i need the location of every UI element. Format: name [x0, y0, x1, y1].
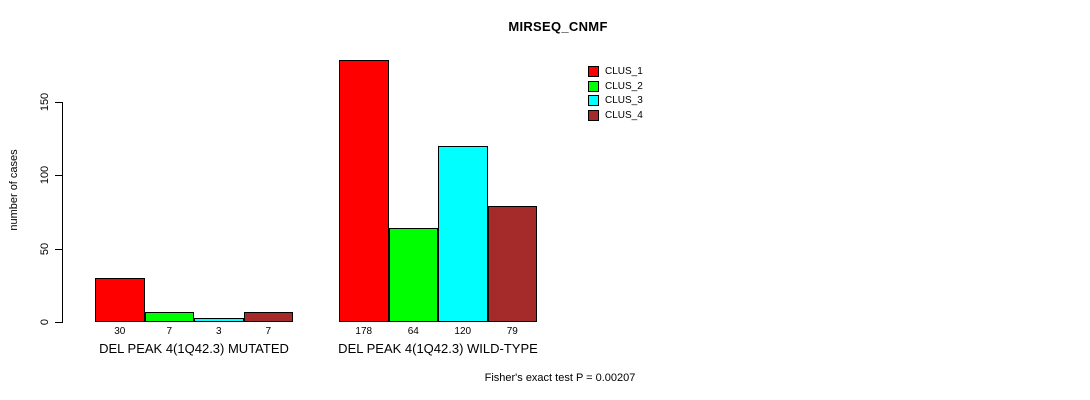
- category-label-group2: DEL PEAK 4(1Q42.3) WILD-TYPE: [338, 341, 538, 356]
- bar-clus_3-group2: [438, 146, 488, 322]
- legend-label: CLUS_2: [605, 80, 643, 92]
- y-axis-line: [62, 101, 63, 323]
- bar-value-label: 30: [114, 326, 126, 337]
- bar-clus_4-group2: [487, 206, 537, 322]
- bar-value-label: 120: [454, 326, 472, 337]
- bar-value-label: 7: [166, 326, 173, 337]
- legend-item-clus_4: CLUS_4: [588, 108, 643, 123]
- y-axis-tick-label: 0: [39, 318, 51, 326]
- y-axis-tick-label: 100: [39, 165, 51, 185]
- bar-clus_1-group1: [95, 278, 145, 322]
- legend-item-clus_2: CLUS_2: [588, 79, 643, 94]
- bar-value-label: 64: [407, 326, 419, 337]
- bar-clus_1-group2: [339, 60, 389, 322]
- chart-title: MIRSEQ_CNMF: [508, 19, 608, 34]
- legend-item-clus_1: CLUS_1: [588, 64, 643, 79]
- legend-item-clus_3: CLUS_3: [588, 93, 643, 108]
- bar-clus_3-group1: [194, 318, 244, 322]
- y-axis-tick: [55, 175, 62, 176]
- bar-clus_2-group1: [144, 312, 194, 322]
- legend-label: CLUS_1: [605, 65, 643, 77]
- y-axis-tick-label: 50: [39, 242, 51, 255]
- legend-swatch-icon: [588, 109, 599, 121]
- legend: CLUS_1 CLUS_2 CLUS_3 CLUS_4: [588, 64, 643, 123]
- annotation-fisher-test: Fisher's exact test P = 0.00207: [484, 372, 636, 384]
- bar-value-label: 3: [215, 326, 222, 337]
- legend-swatch-icon: [588, 95, 599, 107]
- y-axis-label: number of cases: [8, 149, 20, 231]
- y-axis-tick: [55, 101, 62, 103]
- legend-label: CLUS_4: [605, 109, 643, 121]
- bar-clus_4-group1: [243, 312, 293, 322]
- y-axis-tick: [55, 248, 62, 250]
- bar-value-label: 178: [355, 326, 373, 337]
- legend-label: CLUS_3: [605, 95, 643, 107]
- bar-clus_2-group2: [388, 228, 438, 322]
- legend-swatch-icon: [588, 80, 599, 92]
- legend-swatch-icon: [588, 65, 599, 77]
- y-axis-tick: [55, 322, 62, 323]
- y-axis-tick-label: 150: [39, 92, 51, 111]
- category-label-group1: DEL PEAK 4(1Q42.3) MUTATED: [99, 341, 289, 356]
- bar-value-label: 79: [506, 326, 518, 337]
- bar-value-label: 7: [265, 326, 272, 337]
